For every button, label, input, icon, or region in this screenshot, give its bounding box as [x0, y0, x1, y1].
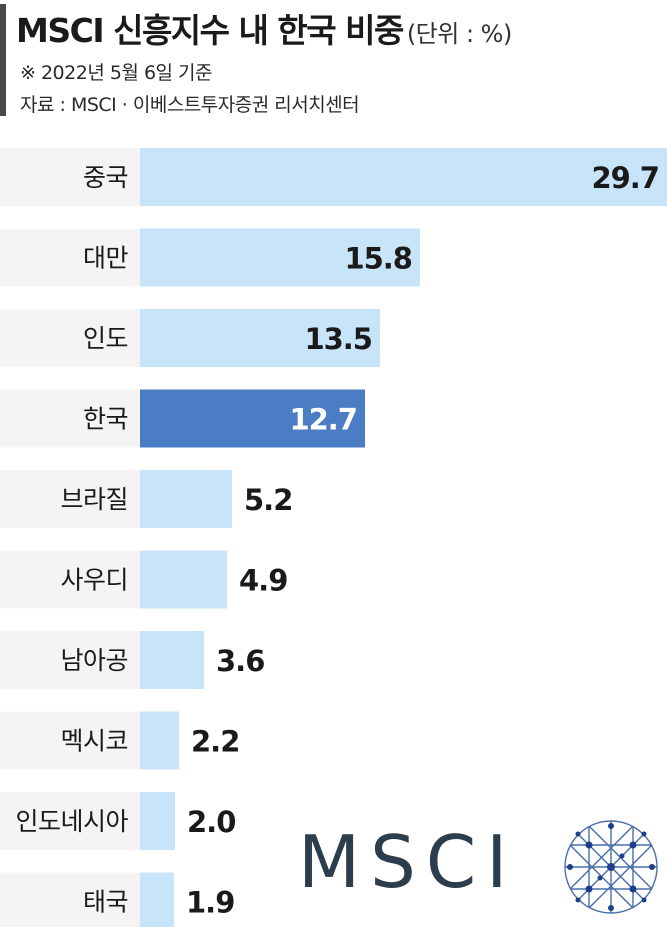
value-label: 2.0 — [187, 805, 235, 839]
category-label-bg — [0, 389, 140, 448]
chart-header: MSCI 신흥지수 내 한국 비중 (단위 : %) ※ 2022년 5월 6일 … — [0, 0, 667, 118]
value-label: 3.6 — [216, 644, 264, 678]
value-label: 29.7 — [591, 161, 659, 195]
title-text: MSCI 신흥지수 내 한국 비중 — [16, 11, 404, 50]
bar-highlight — [140, 389, 365, 448]
category-label: 중국 — [83, 163, 128, 192]
bar — [140, 309, 380, 367]
category-label-bg — [0, 631, 140, 689]
bar — [140, 228, 420, 287]
category-label-bg — [0, 470, 140, 528]
category-label-bg — [0, 148, 140, 206]
value-label: 15.8 — [344, 242, 412, 276]
chart-title: MSCI 신흥지수 내 한국 비중 (단위 : %) — [16, 4, 512, 52]
bar — [140, 148, 667, 206]
logo-text: MSCI — [298, 820, 518, 904]
value-label: 12.7 — [289, 403, 357, 437]
bar — [140, 550, 227, 609]
value-label: 4.9 — [239, 564, 287, 598]
date-note: ※ 2022년 5월 6일 기준 — [20, 62, 213, 84]
value-label: 1.9 — [186, 886, 234, 920]
category-label: 인도네시아 — [15, 807, 128, 836]
category-label-bg — [0, 309, 140, 367]
unit-label: (단위 : %) — [406, 20, 513, 48]
category-label: 브라질 — [60, 485, 128, 514]
category-label: 태국 — [83, 888, 128, 917]
category-label: 한국 — [83, 405, 128, 434]
category-label: 사우디 — [60, 566, 128, 595]
bar — [140, 792, 175, 850]
category-label: 인도 — [83, 324, 128, 353]
msci-globe-icon — [564, 820, 658, 914]
category-label-bg — [0, 711, 140, 770]
bar — [140, 470, 232, 528]
category-label-bg — [0, 872, 140, 927]
category-label-bg — [0, 792, 140, 850]
source-note: 자료 : MSCI · 이베스트투자증권 리서치센터 — [20, 94, 360, 116]
category-label: 대만 — [83, 244, 129, 273]
bar — [140, 631, 204, 689]
accent-bar — [0, 4, 6, 116]
category-label: 남아공 — [60, 646, 128, 675]
value-label: 2.2 — [191, 725, 239, 759]
category-label: 멕시코 — [60, 727, 128, 756]
value-label: 13.5 — [304, 322, 372, 356]
category-label-bg — [0, 550, 140, 609]
msci-logo: MSCI — [298, 812, 667, 927]
bar — [140, 711, 179, 770]
bar — [140, 872, 174, 927]
category-label-bg — [0, 228, 140, 287]
value-label: 5.2 — [244, 483, 292, 517]
